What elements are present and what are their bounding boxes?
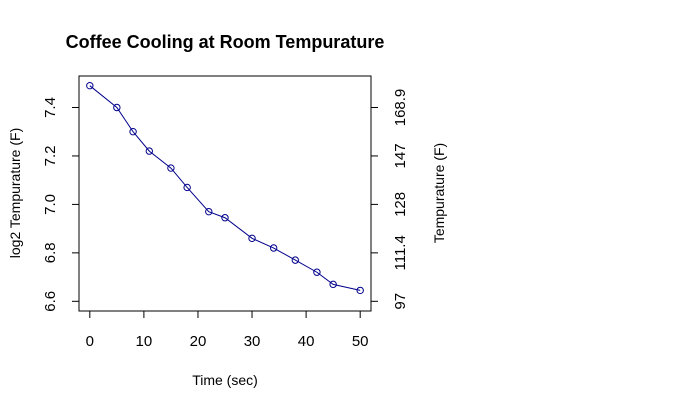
x-tick-label: 10 bbox=[136, 333, 153, 350]
y-tick-label: 7.0 bbox=[42, 194, 59, 215]
y2-tick-label: 147 bbox=[392, 143, 409, 168]
y2-tick-label: 97 bbox=[392, 293, 409, 310]
data-point bbox=[356, 286, 364, 295]
y2-tick-label: 168.9 bbox=[392, 89, 409, 127]
x-axis: 0 10 20 30 40 50 bbox=[86, 310, 369, 350]
data-point bbox=[205, 207, 213, 216]
y-tick-label: 7.4 bbox=[42, 97, 59, 118]
x-tick-label: 50 bbox=[352, 333, 369, 350]
series-layer bbox=[86, 81, 364, 295]
y-tick-label: 6.8 bbox=[42, 242, 59, 263]
chart-title: Coffee Cooling at Room Tempurature bbox=[66, 32, 385, 52]
series-line bbox=[89, 85, 361, 291]
data-point bbox=[269, 244, 278, 252]
plot-area-frame bbox=[78, 75, 372, 312]
y2-tick-label: 128 bbox=[392, 192, 409, 217]
data-point bbox=[221, 214, 229, 222]
data-point bbox=[329, 280, 337, 289]
data-point bbox=[113, 103, 121, 112]
data-point bbox=[129, 128, 137, 136]
data-point bbox=[248, 234, 256, 243]
x-tick-label: 30 bbox=[244, 333, 261, 350]
y-axis-left: 6.6 6.8 7.0 7.2 7.4 bbox=[42, 97, 80, 312]
x-tick-label: 20 bbox=[190, 333, 207, 350]
y-tick-label: 6.6 bbox=[42, 291, 59, 312]
data-point bbox=[183, 183, 191, 192]
x-axis-title: Time (sec) bbox=[192, 372, 258, 388]
data-point bbox=[313, 268, 321, 276]
data-point bbox=[145, 147, 153, 155]
x-tick-label: 40 bbox=[298, 333, 315, 350]
data-point bbox=[291, 256, 299, 264]
y2-tick-label: 111.4 bbox=[392, 235, 409, 270]
data-point bbox=[86, 81, 94, 90]
y-axis-title: log2 Tempurature (F) bbox=[7, 128, 23, 258]
y-tick-label: 7.2 bbox=[42, 146, 59, 167]
y2-axis-title: Tempurature (F) bbox=[431, 143, 447, 243]
y-axis-right: 97 111.4 128 147 168.9 bbox=[370, 89, 409, 310]
x-tick-label: 0 bbox=[86, 333, 94, 350]
data-point bbox=[167, 164, 175, 172]
